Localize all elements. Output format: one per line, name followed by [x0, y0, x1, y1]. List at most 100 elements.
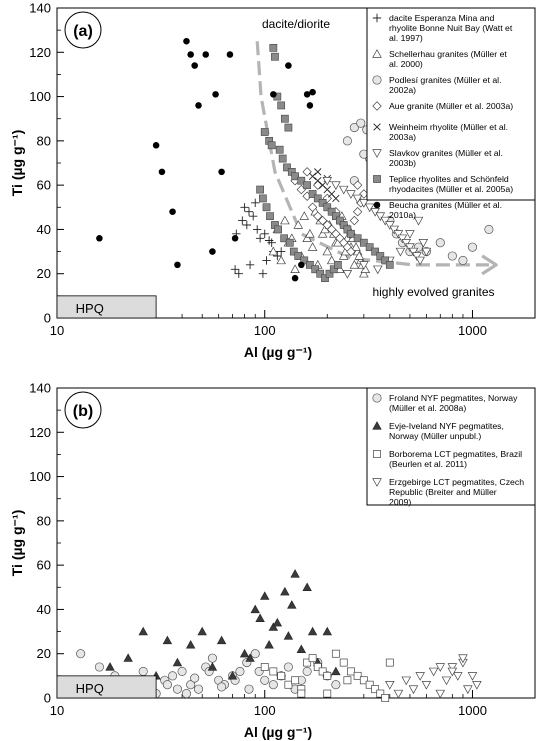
panel-a-data-point	[331, 212, 340, 221]
panel-a-data-point	[230, 265, 240, 274]
panel-a-data-point	[314, 168, 322, 176]
panel-a-data-point	[412, 252, 422, 261]
panel-b-x-axis-label: Al (µg g⁻¹)	[244, 724, 312, 740]
panel-b-data-point	[280, 586, 290, 596]
panel-b-data-point	[376, 689, 385, 698]
panel-b-plot: 10 100 1000 0 20 40 60 80 100 120 140	[29, 381, 536, 718]
panel-a-x-axis-label: Al (µg g⁻¹)	[244, 344, 312, 360]
panel-a-data-point	[249, 211, 258, 221]
panel-b-data-point	[318, 667, 327, 676]
panel-a-data-point	[259, 194, 267, 203]
panel-a-legend-marker-6	[372, 149, 382, 158]
panel-a-plot: 10 100 1000 0 20 40 60 80 100 120 140	[29, 1, 536, 338]
panel-a-data-point	[321, 274, 329, 283]
panel-b-series-3	[260, 649, 394, 702]
panel-b-legend-marker-3	[373, 450, 381, 458]
panel-a-data-point	[323, 203, 332, 212]
panel-a-data-point	[317, 228, 328, 238]
panel-a-label-circle	[64, 11, 102, 49]
panel-a-data-point	[327, 207, 336, 216]
panel-a-data-point	[280, 215, 290, 225]
panel-b-data-point	[207, 662, 218, 671]
panel-b-data-point	[283, 631, 294, 640]
panel-a-data-point	[260, 128, 269, 136]
panel-a-data-point	[242, 220, 252, 230]
panel-b-data-point	[138, 666, 148, 676]
panel-b-data-point	[421, 681, 432, 690]
panel-b-data-point	[207, 653, 217, 663]
panel-a-hpq-label: HPQ	[76, 301, 104, 316]
panel-a-data-point	[274, 225, 282, 234]
panel-a-data-point	[372, 265, 383, 275]
panel-b-data-point	[250, 604, 260, 614]
panel-b-legend: Froland NYF pegmatites, Norway (Müller et…	[366, 387, 536, 507]
panel-b-label-circle	[64, 391, 102, 429]
panel-a-series-1	[230, 198, 286, 278]
panel-a-data-point	[195, 102, 202, 109]
panel-a-data-point	[405, 230, 415, 239]
panel-a-data-point	[338, 251, 349, 260]
panel-a-data-point	[385, 260, 394, 269]
panel-a-data-point	[294, 252, 303, 260]
panel-b-x-tick-label: 10	[50, 703, 64, 718]
panel-a-data-point	[306, 260, 314, 269]
panel-a-data-point	[276, 247, 286, 256]
panel-a-data-point	[183, 37, 190, 45]
panel-b-data-point	[283, 662, 293, 672]
panel-b-data-point	[307, 626, 318, 636]
panel-b-legend-marker-2	[372, 421, 382, 430]
panel-b-data-point	[162, 635, 173, 645]
panel-b-data-point	[177, 666, 187, 676]
panel-a-data-point	[244, 207, 254, 216]
panel-a-data-point	[413, 216, 424, 226]
panel-a-data-point	[352, 180, 363, 190]
panel-a-data-point	[240, 203, 249, 212]
panel-b-data-point	[365, 680, 374, 689]
panel-b-data-point	[94, 662, 104, 672]
panel-a-data-point	[298, 261, 305, 269]
panel-b-data-point	[359, 676, 368, 685]
panel-a-data-point	[291, 172, 299, 181]
panel-a-y-tick-label: 0	[44, 311, 51, 326]
panel-a-data-point	[271, 52, 279, 61]
panel-a-data-point	[360, 264, 371, 273]
panel-a-data-point	[307, 242, 318, 251]
panel-a-y-tick-label: 20	[37, 266, 51, 281]
panel-b-data-point	[284, 680, 293, 689]
panel-a-data-point	[342, 270, 353, 279]
panel-a-y-tick-label: 80	[37, 133, 51, 148]
panel-a-data-point	[352, 207, 363, 217]
panel-a-legend-entry-4: Aue granite (Müller et al. 2003a)	[389, 101, 513, 111]
panel-a-legend-marker-8	[373, 201, 381, 209]
panel-a-data-point	[268, 246, 279, 256]
panel-a-data-point	[435, 238, 445, 248]
panel-a-annotation-highly-evolved-granites: highly evolved granites	[372, 285, 494, 299]
panel-a-legend-marker-1	[372, 13, 382, 23]
panel-b-data-point	[297, 689, 306, 698]
panel-a-data-point	[251, 198, 260, 208]
panel-a-data-point	[334, 260, 342, 269]
panel-a-legend-marker-7	[373, 175, 381, 183]
panel-b-data-point	[290, 569, 300, 578]
panel-b-data-point	[371, 685, 380, 694]
panel-b-data-point	[322, 626, 332, 636]
panel-b-data-point	[268, 622, 279, 631]
panel-b-data-point	[193, 684, 204, 694]
panel-a-data-point	[354, 251, 365, 260]
panel-a-data-point	[191, 62, 198, 69]
panel-a-data-point	[313, 211, 323, 221]
panel-a-legend-entry-2: Schellerhau granites (Müller et al. 2000)	[389, 49, 507, 69]
panel-a-data-point	[365, 243, 374, 252]
panel-b-data-point	[458, 654, 468, 664]
panel-b-data-point	[393, 689, 404, 699]
panel-a-legend-marker-3	[372, 75, 382, 85]
panel-a-data-point	[332, 194, 340, 203]
panel-a-series-8	[96, 37, 316, 282]
panel-a-data-point	[318, 198, 327, 207]
panel-a-data-point	[258, 269, 268, 278]
panel-a-data-point	[275, 145, 284, 154]
panel-a-data-point	[380, 216, 390, 226]
panel-b-data-point	[339, 658, 348, 667]
panel-a-y-tick-label: 140	[29, 1, 51, 16]
